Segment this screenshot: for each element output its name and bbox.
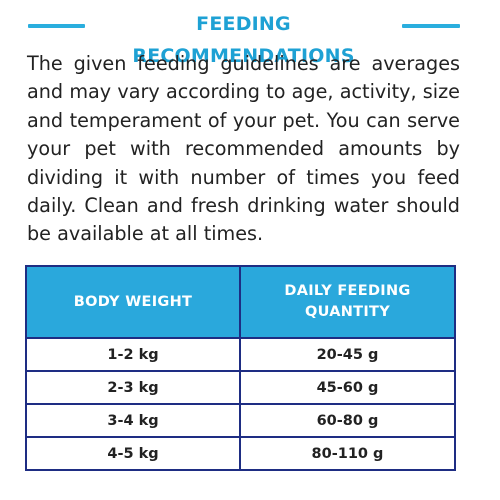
section-heading: FEEDING RECOMMENDATIONS <box>0 8 500 67</box>
cell-body-weight: 2-3 kg <box>27 372 241 405</box>
cell-feeding-quantity: 80-110 g <box>241 438 454 469</box>
feeding-table: BODY WEIGHT DAILY FEEDING QUANTITY 1-2 k… <box>25 265 456 471</box>
cell-feeding-quantity: 45-60 g <box>241 372 454 405</box>
table-row: 1-2 kg 20-45 g <box>27 339 454 372</box>
table-row: 2-3 kg 45-60 g <box>27 372 454 405</box>
header-body-weight-label: BODY WEIGHT <box>73 293 193 310</box>
header-daily-feeding-quantity-label: DAILY FEEDING QUANTITY <box>284 283 411 320</box>
heading-rule-right <box>402 24 460 28</box>
cell-body-weight: 4-5 kg <box>27 438 241 469</box>
heading-rule-left <box>28 24 85 28</box>
cell-feeding-quantity: 60-80 g <box>241 405 454 438</box>
feeding-table-container: BODY WEIGHT DAILY FEEDING QUANTITY 1-2 k… <box>25 265 456 481</box>
table-header-row: BODY WEIGHT DAILY FEEDING QUANTITY <box>27 267 454 339</box>
header-daily-feeding-quantity: DAILY FEEDING QUANTITY <box>241 267 454 339</box>
intro-paragraph: The given feeding guidelines are average… <box>27 52 460 246</box>
header-body-weight: BODY WEIGHT <box>27 267 241 339</box>
table-row: 3-4 kg 60-80 g <box>27 405 454 438</box>
cell-feeding-quantity: 20-45 g <box>241 339 454 372</box>
cell-body-weight: 1-2 kg <box>27 339 241 372</box>
cell-body-weight: 3-4 kg <box>27 405 241 438</box>
table-row: 4-5 kg 80-110 g <box>27 438 454 469</box>
section-title: FEEDING RECOMMENDATIONS <box>132 13 355 67</box>
